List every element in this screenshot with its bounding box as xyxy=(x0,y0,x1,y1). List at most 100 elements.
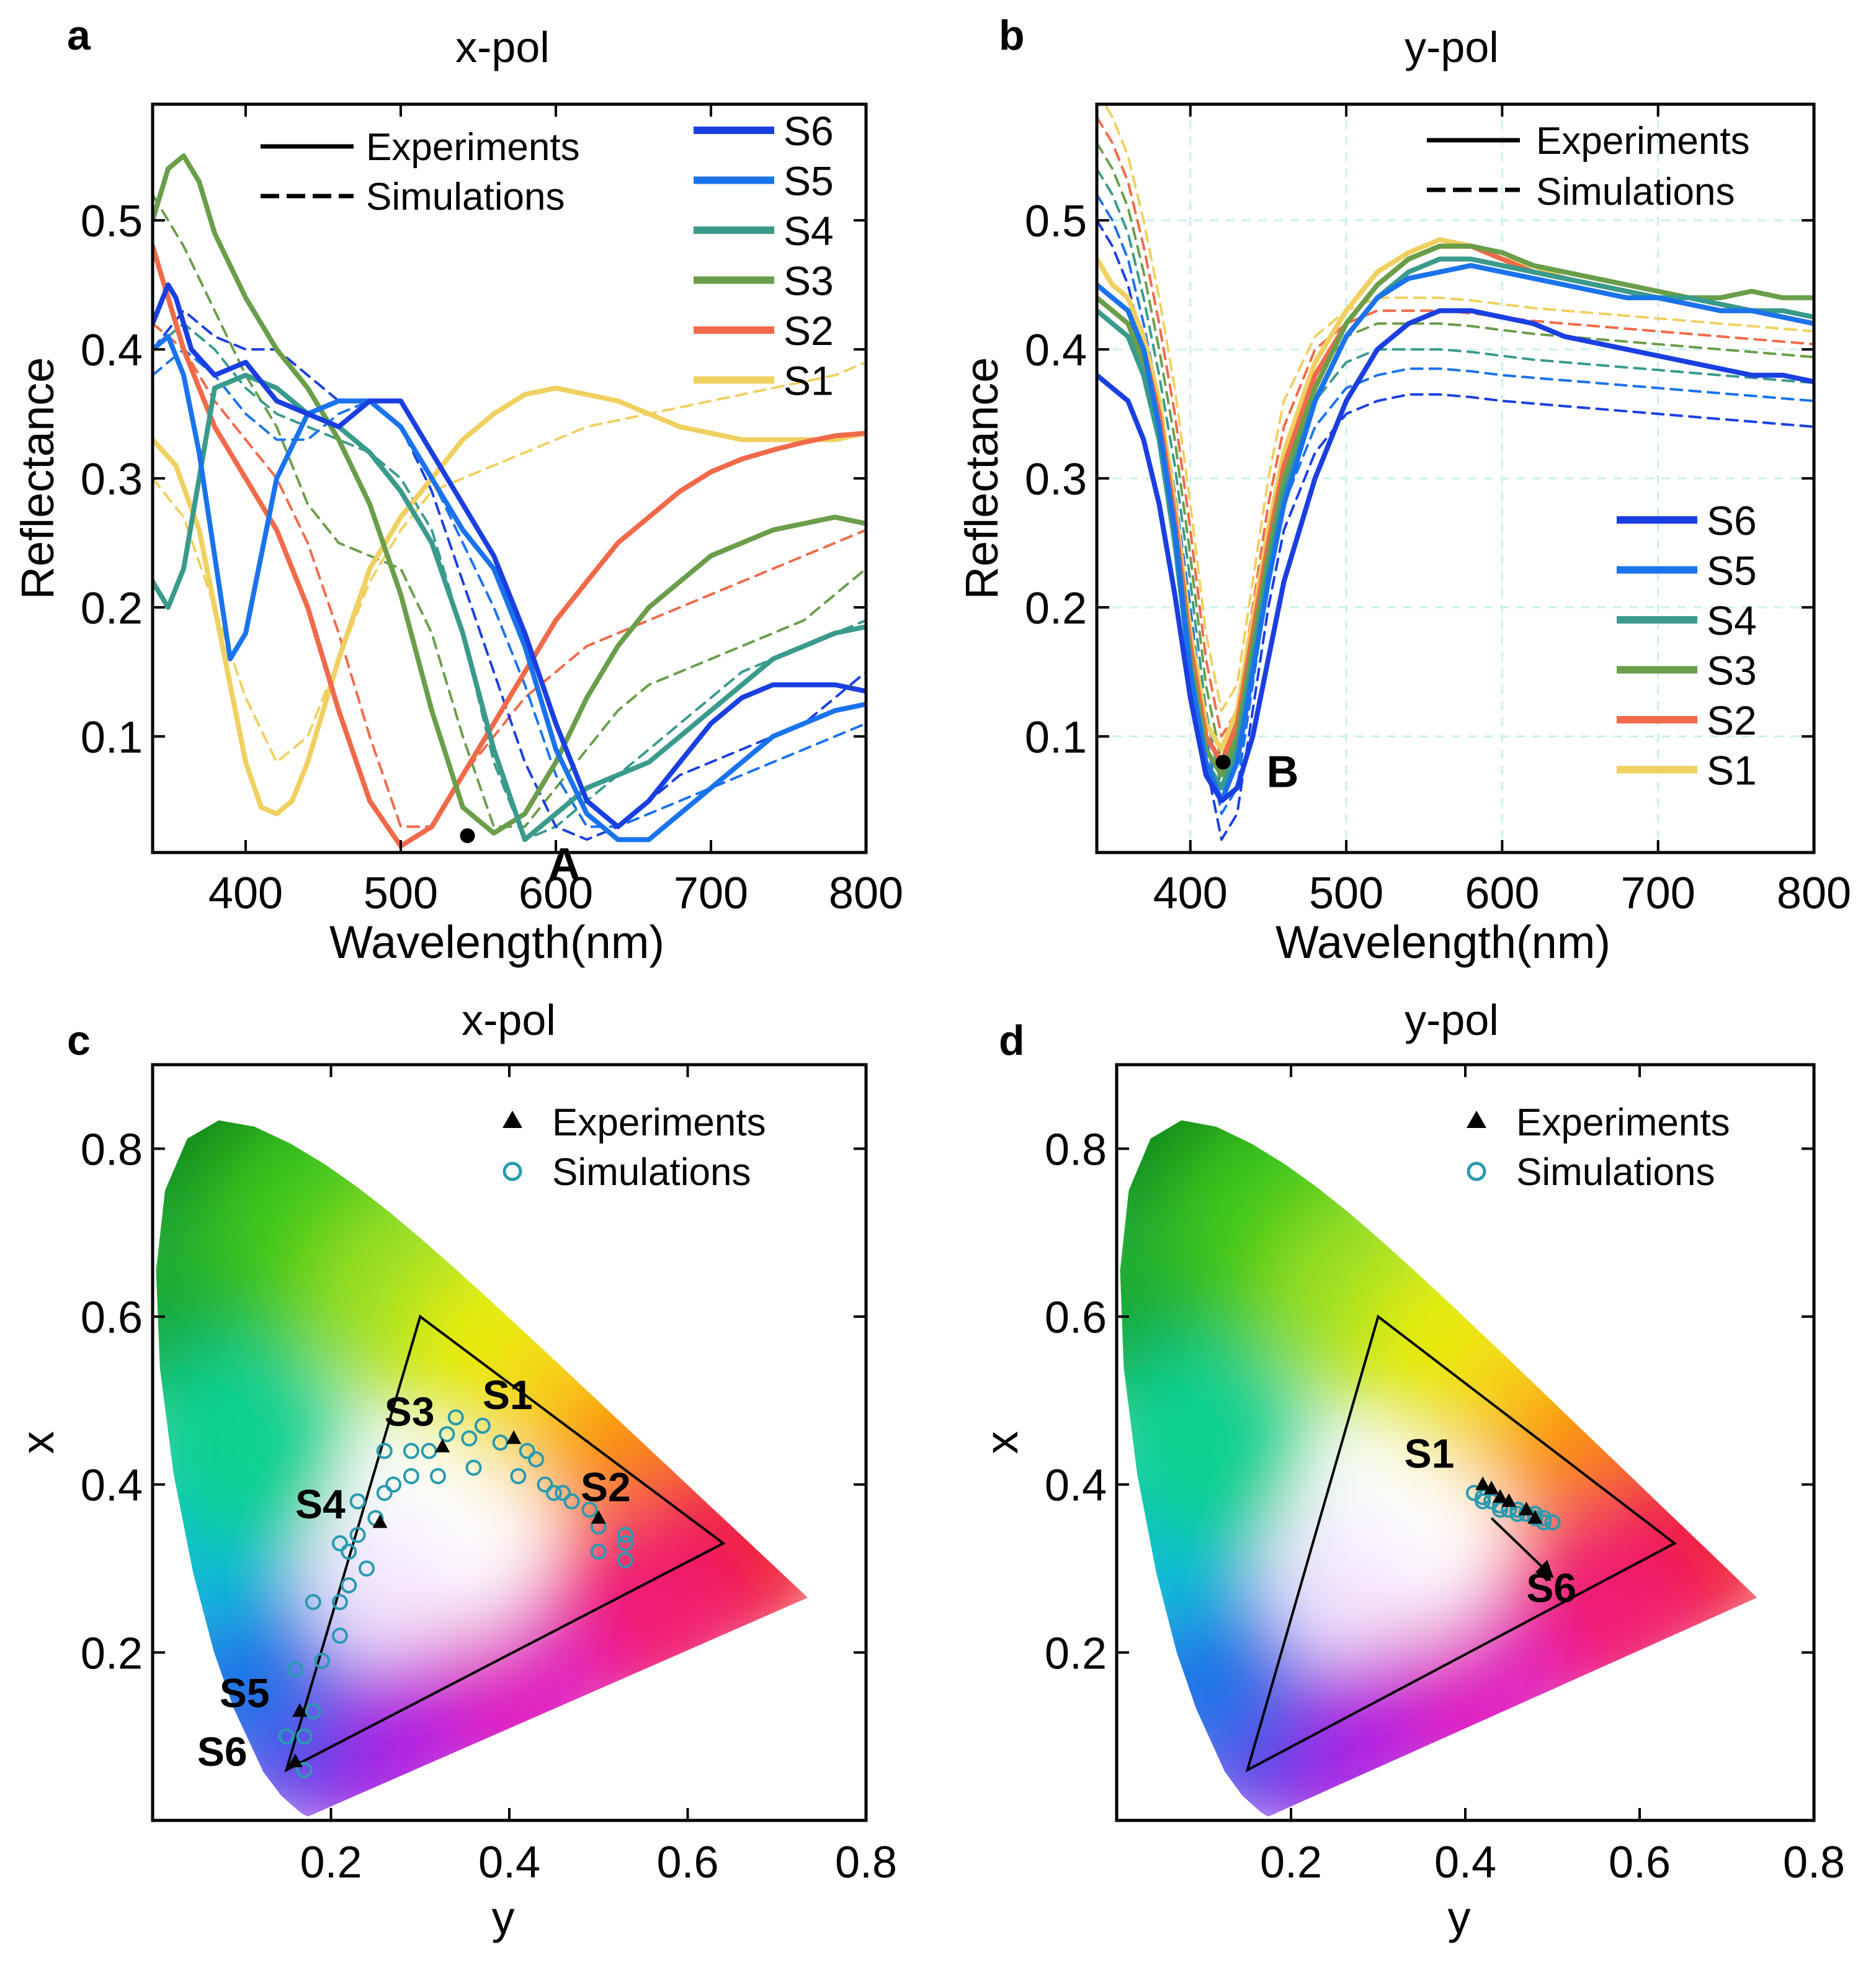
y-tick-label: 0.8 xyxy=(1045,1125,1107,1175)
spectra-chart-x-pol: 400 500 600 700 800 0.1 0.2 0.3 0.4 0.5 Wavelength… xyxy=(12,102,903,968)
sample-label-s2: S2 xyxy=(581,1464,631,1510)
panel-title-c: x-pol xyxy=(462,996,556,1044)
series-line-s6-experiment xyxy=(153,282,866,830)
simulation-point xyxy=(447,1409,464,1426)
gamut-triangle xyxy=(284,1314,726,1773)
legend-label-s3: S3 xyxy=(784,258,834,304)
legend-simulations-label-a: Simulations xyxy=(366,176,565,218)
legend-experiments-label-c: Experiments xyxy=(552,1101,766,1144)
sample-label-s1: S1 xyxy=(1405,1431,1455,1477)
y-axis-label: x xyxy=(976,1431,1027,1454)
simulation-point xyxy=(359,1560,375,1577)
experiment-point xyxy=(1493,1488,1508,1503)
annotation-label-a: A xyxy=(548,839,581,889)
x-axis-label: y xyxy=(1448,1892,1471,1943)
simulation-point xyxy=(403,1443,419,1459)
x-tick-label: 800 xyxy=(829,869,903,918)
y-tick-label: 0.3 xyxy=(1025,455,1087,504)
series-line-s1-simulation xyxy=(153,360,866,764)
simulation-point xyxy=(617,1535,633,1552)
gamut-blob xyxy=(156,1337,347,1548)
panel-letter-a: a xyxy=(67,12,91,59)
series-line-s5-simulation xyxy=(153,348,866,828)
x-tick-label: 600 xyxy=(1465,869,1539,918)
simulation-point xyxy=(1466,1485,1483,1501)
experiment-point xyxy=(435,1438,450,1452)
x-tick-label: 0.4 xyxy=(1434,1838,1496,1887)
simulation-point xyxy=(537,1476,553,1493)
y-tick-label: 0.6 xyxy=(1045,1293,1107,1343)
simulation-point xyxy=(519,1443,535,1459)
panel-letter-c: c xyxy=(67,1017,91,1064)
sample-label-s3: S3 xyxy=(385,1389,435,1434)
experiment-point xyxy=(372,1514,388,1528)
annotation-label-b: B xyxy=(1267,747,1299,797)
legend-label-s3: S3 xyxy=(1707,648,1757,694)
legend-label-s4: S4 xyxy=(1707,597,1757,643)
legend-label-s5: S5 xyxy=(1707,548,1757,594)
experiment-point xyxy=(1484,1480,1499,1495)
x-axis-label: y xyxy=(492,1892,515,1943)
y-tick-label: 0.2 xyxy=(1025,584,1087,633)
sample-label-s6: S6 xyxy=(197,1729,248,1774)
simulation-point xyxy=(349,1493,366,1510)
sample-label-s4: S4 xyxy=(295,1481,346,1527)
panel-letter-d: d xyxy=(999,1017,1025,1064)
series-line-s2-experiment xyxy=(153,243,866,849)
legend-experiment-marker xyxy=(1467,1111,1486,1128)
simulation-point xyxy=(296,1728,313,1745)
experiment-point xyxy=(1527,1510,1543,1524)
y-tick-label: 0.2 xyxy=(1045,1629,1107,1678)
plot-area xyxy=(153,153,866,849)
y-tick-label: 0.5 xyxy=(81,197,143,246)
cie-chart-x-pol: S1 S2 S3 S4 S5 S6 0.2 0.4 0.6 0.8 0.2 0.4 0.6 0.8 y x xyxy=(12,1063,897,1943)
y-tick-label: 0.4 xyxy=(1025,326,1087,375)
simulation-point xyxy=(474,1417,491,1434)
gamut-blob xyxy=(1120,1337,1310,1548)
x-tick-label: 0.8 xyxy=(1783,1838,1845,1887)
simulation-point xyxy=(563,1493,580,1510)
legend-simulation-marker xyxy=(1467,1161,1486,1181)
legend-label-s1: S1 xyxy=(1707,748,1757,794)
simulation-point xyxy=(331,1627,348,1644)
simulation-point xyxy=(305,1703,321,1720)
simulation-point xyxy=(296,1761,313,1778)
simulation-point xyxy=(581,1501,598,1518)
series-line-s4-experiment xyxy=(153,372,866,843)
legend-label-s1: S1 xyxy=(784,358,834,404)
simulation-point xyxy=(430,1468,446,1485)
y-tick-label: 0.5 xyxy=(1025,197,1087,246)
series-line-s4-simulation xyxy=(153,322,866,841)
panel-title-d: y-pol xyxy=(1405,996,1499,1044)
gamut-blob xyxy=(1275,1517,1412,1654)
x-tick-label: 400 xyxy=(208,869,283,918)
legend-label-s2: S2 xyxy=(784,308,834,354)
x-tick-label: 700 xyxy=(674,869,748,918)
legend-label-s2: S2 xyxy=(1707,697,1757,743)
sample-label-s1: S1 xyxy=(483,1372,533,1418)
x-tick-label: 0.6 xyxy=(1609,1838,1671,1887)
experiment-point xyxy=(288,1753,303,1768)
experiment-point xyxy=(292,1703,308,1717)
x-tick-label: 600 xyxy=(519,869,593,918)
experiment-point xyxy=(506,1430,522,1444)
sample-label-s6: S6 xyxy=(1526,1565,1576,1611)
y-axis-label: Reflectance xyxy=(12,357,63,600)
simulation-point xyxy=(341,1543,357,1560)
simulation-point xyxy=(341,1577,357,1594)
annotation-point xyxy=(1215,754,1231,770)
gamut-triangle xyxy=(1245,1314,1677,1773)
simulation-point xyxy=(461,1430,478,1447)
series-line-s6-experiment xyxy=(1097,308,1814,803)
legend-simulations-label-c: Simulations xyxy=(552,1151,751,1194)
annotation-point xyxy=(460,828,475,843)
simulation-point xyxy=(287,1661,303,1678)
x-tick-label: 0.2 xyxy=(1260,1838,1322,1887)
legend-experiments-label-b: Experiments xyxy=(1536,120,1750,163)
x-axis-label: Wavelength(nm) xyxy=(329,916,664,968)
simulation-point xyxy=(331,1594,348,1611)
trend-arrow xyxy=(1490,1517,1554,1578)
simulation-point xyxy=(545,1485,562,1501)
panel-letter-b: b xyxy=(999,12,1025,59)
